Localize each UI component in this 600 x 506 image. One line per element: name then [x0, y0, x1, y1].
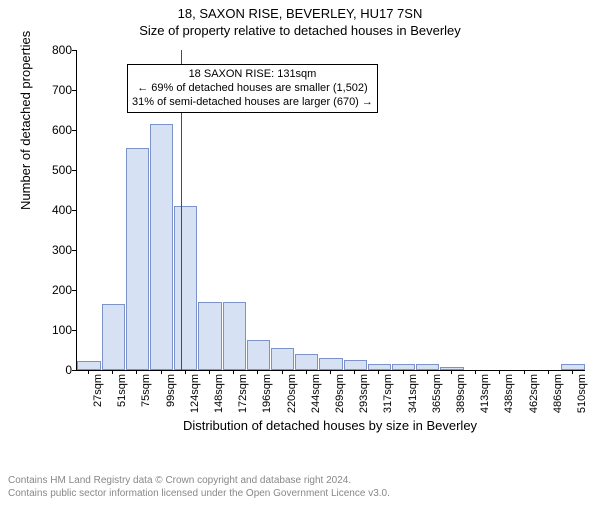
y-tick-label: 800: [32, 43, 72, 57]
x-tick-label: 196sqm: [261, 374, 273, 413]
histogram-bar: [440, 367, 463, 370]
x-tick-label: 293sqm: [358, 374, 370, 413]
x-tick-mark: [330, 370, 331, 374]
y-tick-label: 500: [32, 163, 72, 177]
x-tick-label: 486sqm: [552, 374, 564, 413]
y-tick-label: 700: [32, 83, 72, 97]
histogram-bar: [198, 302, 221, 370]
x-tick-mark: [354, 370, 355, 374]
y-tick-label: 300: [32, 243, 72, 257]
histogram-bar: [416, 364, 439, 370]
x-tick-mark: [427, 370, 428, 374]
histogram-bar: [150, 124, 173, 370]
x-tick-mark: [185, 370, 186, 374]
x-axis-label: Distribution of detached houses by size …: [76, 418, 584, 433]
histogram-bar: [319, 358, 342, 370]
y-tick-label: 0: [32, 363, 72, 377]
y-axis-label: Number of detached properties: [18, 31, 33, 210]
y-tick-mark: [72, 370, 76, 371]
histogram-bar: [295, 354, 318, 370]
histogram-bar: [247, 340, 270, 370]
x-tick-mark: [306, 370, 307, 374]
x-tick-label: 317sqm: [382, 374, 394, 413]
x-tick-label: 124sqm: [189, 374, 201, 413]
x-tick-mark: [88, 370, 89, 374]
histogram-bar: [392, 364, 415, 370]
footer-line-1: Contains HM Land Registry data © Crown c…: [8, 474, 390, 487]
y-tick-mark: [72, 130, 76, 131]
annotation-line-3: 31% of semi-detached houses are larger (…: [132, 96, 373, 110]
histogram-bar: [174, 206, 197, 370]
x-tick-label: 269sqm: [334, 374, 346, 413]
title-address: 18, SAXON RISE, BEVERLEY, HU17 7SN: [0, 6, 600, 21]
x-tick-mark: [499, 370, 500, 374]
histogram-bar: [561, 364, 584, 370]
x-tick-mark: [136, 370, 137, 374]
x-tick-label: 75sqm: [140, 374, 152, 407]
histogram-bar: [77, 361, 100, 370]
histogram-bar: [223, 302, 246, 370]
y-tick-mark: [72, 290, 76, 291]
x-tick-mark: [233, 370, 234, 374]
annotation-line-2: ← 69% of detached houses are smaller (1,…: [132, 82, 373, 96]
plot-area: 18 SAXON RISE: 131sqm← 69% of detached h…: [76, 50, 585, 371]
footer-attribution: Contains HM Land Registry data © Crown c…: [8, 474, 390, 500]
x-tick-label: 220sqm: [286, 374, 298, 413]
x-tick-mark: [378, 370, 379, 374]
y-tick-mark: [72, 210, 76, 211]
x-tick-mark: [112, 370, 113, 374]
y-tick-label: 600: [32, 123, 72, 137]
y-tick-mark: [72, 50, 76, 51]
x-tick-mark: [572, 370, 573, 374]
x-tick-mark: [548, 370, 549, 374]
x-tick-mark: [475, 370, 476, 374]
x-tick-label: 438sqm: [503, 374, 515, 413]
x-tick-label: 365sqm: [431, 374, 443, 413]
y-tick-mark: [72, 90, 76, 91]
histogram-bar: [368, 364, 391, 370]
y-tick-mark: [72, 330, 76, 331]
chart-container: Number of detached properties 18 SAXON R…: [32, 50, 588, 410]
y-tick-mark: [72, 170, 76, 171]
y-tick-label: 100: [32, 323, 72, 337]
x-tick-mark: [282, 370, 283, 374]
histogram-bar: [344, 360, 367, 370]
footer-line-2: Contains public sector information licen…: [8, 487, 390, 500]
x-tick-label: 99sqm: [165, 374, 177, 407]
annotation-box: 18 SAXON RISE: 131sqm← 69% of detached h…: [127, 64, 378, 113]
y-tick-label: 200: [32, 283, 72, 297]
x-tick-mark: [403, 370, 404, 374]
x-tick-mark: [451, 370, 452, 374]
x-tick-mark: [161, 370, 162, 374]
y-tick-label: 400: [32, 203, 72, 217]
x-tick-label: 27sqm: [92, 374, 104, 407]
x-tick-label: 389sqm: [455, 374, 467, 413]
x-tick-mark: [257, 370, 258, 374]
x-tick-label: 244sqm: [310, 374, 322, 413]
histogram-bar: [126, 148, 149, 370]
histogram-bar: [271, 348, 294, 370]
y-tick-mark: [72, 250, 76, 251]
x-tick-label: 341sqm: [407, 374, 419, 413]
x-tick-mark: [209, 370, 210, 374]
x-tick-label: 172sqm: [237, 374, 249, 413]
x-tick-label: 510sqm: [576, 374, 588, 413]
annotation-line-1: 18 SAXON RISE: 131sqm: [132, 68, 373, 82]
x-tick-label: 148sqm: [213, 374, 225, 413]
x-tick-label: 462sqm: [528, 374, 540, 413]
x-tick-label: 413sqm: [479, 374, 491, 413]
title-description: Size of property relative to detached ho…: [0, 23, 600, 38]
histogram-bar: [102, 304, 125, 370]
x-tick-label: 51sqm: [116, 374, 128, 407]
x-tick-mark: [524, 370, 525, 374]
